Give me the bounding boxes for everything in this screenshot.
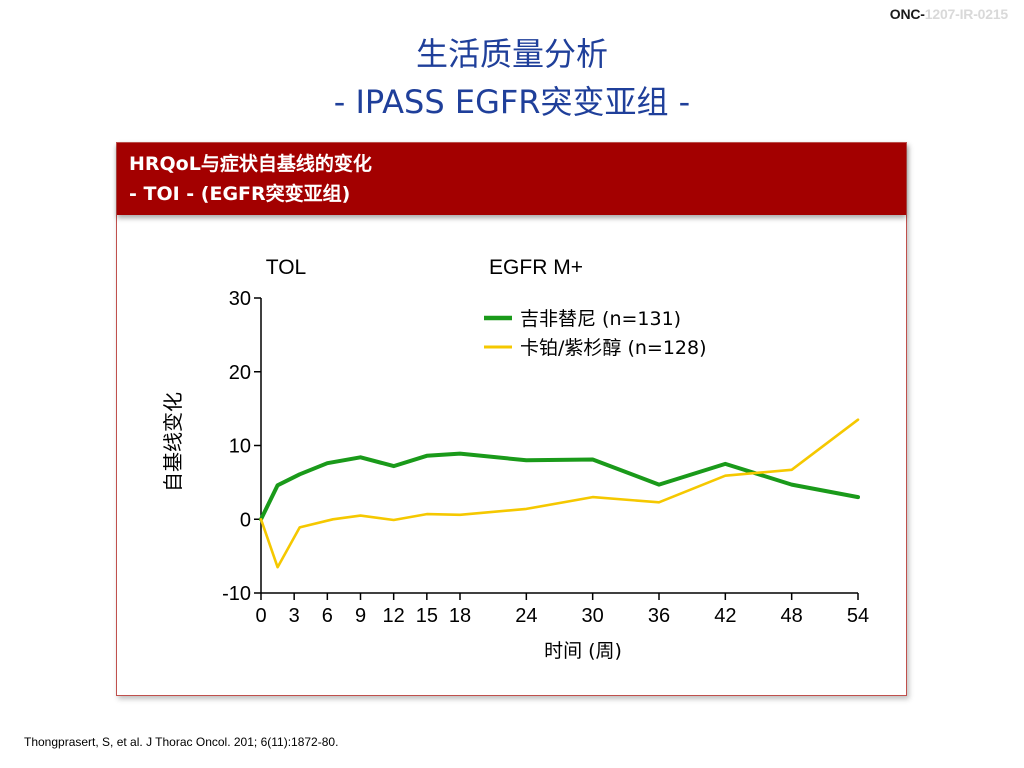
x-tick-label: 9 [355, 605, 366, 627]
x-tick-label: 18 [449, 605, 471, 627]
slide-code-prefix: ONC- [889, 6, 925, 22]
y-tick-label: 0 [240, 509, 251, 531]
series-line-2 [259, 418, 860, 569]
x-tick-label: 12 [383, 605, 405, 627]
legend-label-2: 卡铂/紫杉醇 (n=128) [520, 337, 707, 359]
y-tick-label: -10 [222, 583, 251, 605]
x-tick-label: 36 [648, 605, 670, 627]
y-tick-label: 20 [229, 362, 251, 384]
legend-label-1: 吉非替尼 (n=131) [520, 308, 681, 330]
x-tick-label: 24 [515, 605, 537, 627]
x-tick-label: 30 [582, 605, 604, 627]
x-tick-label: 54 [847, 605, 869, 627]
slide-subtitle: - IPASS EGFR突变亚组 - [333, 83, 691, 121]
banner-subtitle: - TOI - (EGFR突变亚组) [129, 183, 351, 205]
chart-subtitle: EGFR M+ [489, 256, 583, 279]
x-tick-label: 42 [714, 605, 736, 627]
x-tick-label: 48 [781, 605, 803, 627]
y-axis-label: 自基线变化 [161, 392, 185, 492]
citation: Thongprasert, S, et al. J Thorac Oncol. … [24, 735, 339, 749]
x-tick-label: 3 [289, 605, 300, 627]
series-line-1 [259, 451, 860, 522]
x-tick-label: 0 [255, 605, 266, 627]
x-tick-label: 6 [322, 605, 333, 627]
banner-title: HRQoL与症状自基线的变化 [129, 153, 372, 175]
panel-banner: HRQoL与症状自基线的变化 - TOI - (EGFR突变亚组) [117, 143, 906, 215]
x-tick-label: 15 [416, 605, 438, 627]
slide-title: 生活质量分析 [415, 35, 608, 73]
slide-code-number: 1207-IR-0215 [924, 6, 1008, 22]
slide-code: ONC-1207-IR-0215 [890, 6, 1008, 22]
y-tick-label: 10 [229, 436, 251, 458]
chart-title: TOL [266, 256, 306, 279]
y-tick-label: 30 [229, 288, 251, 310]
x-axis-label: 时间 (周) [544, 640, 622, 662]
chart-panel: HRQoL与症状自基线的变化 - TOI - (EGFR突变亚组) [116, 142, 907, 696]
